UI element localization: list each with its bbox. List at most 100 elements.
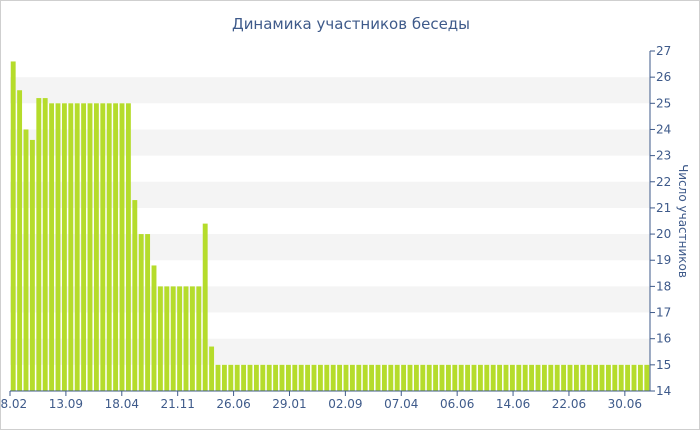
bar (554, 364, 560, 391)
bar (586, 364, 592, 391)
bar (420, 364, 426, 391)
bar (426, 364, 432, 391)
bar (388, 364, 394, 391)
x-tick-label: 07.04 (384, 397, 418, 411)
bar (484, 364, 490, 391)
bar (247, 364, 253, 391)
bar (330, 364, 336, 391)
y-axis-label: Число участников (676, 164, 690, 278)
bar (413, 364, 419, 391)
bar (593, 364, 599, 391)
bar (202, 223, 208, 391)
bar (490, 364, 496, 391)
bar (305, 364, 311, 391)
bar (471, 364, 477, 391)
bar (401, 364, 407, 391)
bar (573, 364, 579, 391)
bar (93, 103, 99, 392)
bar (273, 364, 279, 391)
y-tick-label: 19 (656, 253, 671, 267)
bar (458, 364, 464, 391)
bar (465, 364, 471, 391)
bar (55, 103, 61, 392)
x-tick-label: 06.06 (440, 397, 474, 411)
bar (452, 364, 458, 391)
bar (10, 61, 16, 391)
grid-band (10, 181, 650, 208)
x-tick-label: 13.09 (49, 397, 83, 411)
bar (580, 364, 586, 391)
bar (375, 364, 381, 391)
bar (599, 364, 605, 391)
bar (285, 364, 291, 391)
bar (228, 364, 234, 391)
bar (183, 286, 189, 391)
y-tick-label: 17 (656, 306, 671, 320)
bar (81, 103, 87, 392)
bar (343, 364, 349, 391)
bar (477, 364, 483, 391)
y-tick-label: 27 (656, 44, 671, 58)
bar (177, 286, 183, 391)
x-tick-label: 21.11 (161, 397, 195, 411)
bar (164, 286, 170, 391)
bar (522, 364, 528, 391)
bar (279, 364, 285, 391)
bar (509, 364, 515, 391)
bar (260, 364, 266, 391)
bar (138, 234, 144, 391)
bar (561, 364, 567, 391)
bar (234, 364, 240, 391)
x-tick-label: 22.06 (552, 397, 586, 411)
y-tick-label: 25 (656, 96, 671, 110)
bar (132, 200, 138, 391)
y-tick-label: 24 (656, 122, 671, 136)
grid-band (10, 129, 650, 156)
bar (445, 364, 451, 391)
bar (516, 364, 522, 391)
bar (529, 364, 535, 391)
bar (394, 364, 400, 391)
bar (497, 364, 503, 391)
y-tick-label: 15 (656, 358, 671, 372)
bar (356, 364, 362, 391)
bar (433, 364, 439, 391)
bar (113, 103, 119, 392)
bar (567, 364, 573, 391)
y-tick-label: 16 (656, 332, 671, 346)
bar (439, 364, 445, 391)
bar (196, 286, 202, 391)
bar (23, 129, 29, 391)
bar (253, 364, 259, 391)
y-tick-label: 23 (656, 149, 671, 163)
bar (637, 364, 643, 391)
bar (324, 364, 330, 391)
chart-title: Динамика участников беседы (232, 15, 470, 33)
x-tick-label: 29.01 (272, 397, 306, 411)
bar (381, 364, 387, 391)
y-tick-label: 22 (656, 175, 671, 189)
bar (125, 103, 131, 392)
y-tick-label: 21 (656, 201, 671, 215)
bar (106, 103, 112, 392)
bar (625, 364, 631, 391)
bar (317, 364, 323, 391)
bar (407, 364, 413, 391)
bar (266, 364, 272, 391)
bar (61, 103, 67, 392)
bar (298, 364, 304, 391)
bar (503, 364, 509, 391)
bar (311, 364, 317, 391)
bar (17, 90, 23, 391)
x-tick-label: 08.02 (1, 397, 27, 411)
x-tick-label: 18.04 (105, 397, 139, 411)
bar (292, 364, 298, 391)
grid-band (10, 77, 650, 104)
bar (42, 98, 48, 392)
bar (548, 364, 554, 391)
bar (644, 364, 650, 391)
bar (605, 364, 611, 391)
bar (119, 103, 125, 392)
